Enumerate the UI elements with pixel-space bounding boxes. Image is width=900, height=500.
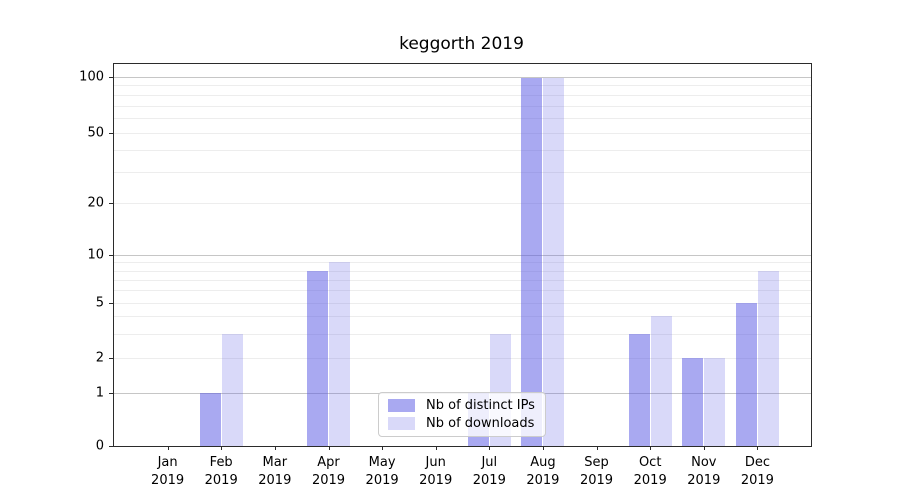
x-tick-label-may: May 2019 [365,455,399,488]
bar-oct-downloads [650,316,672,446]
legend-label-downloads: Nb of downloads [426,416,535,431]
y-tick-label-10: 10 [87,247,104,263]
x-tick-jan [167,446,169,450]
bar-nov-distinct-ips [682,358,704,446]
x-tick-sep [596,446,598,450]
bar-aug-distinct-ips [521,78,543,446]
x-tick-apr [328,446,330,450]
gridline-major-10 [114,255,811,256]
gridline-minor-60 [114,118,811,119]
x-tick-mar [274,446,276,450]
x-tick-aug [542,446,544,450]
x-tick-dec [757,446,759,450]
chart-title: keggorth 2019 [399,34,524,54]
x-tick-may [382,446,384,450]
y-tick-label-100: 100 [79,69,104,85]
gridline-minor-5 [114,303,811,304]
y-tick-5 [109,303,114,304]
y-tick-label-0: 0 [95,438,104,454]
y-tick-2 [109,358,114,359]
gridline-minor-20 [114,203,811,204]
y-tick-label-2: 2 [95,350,104,366]
gridline-major-100 [114,76,811,78]
x-tick-label-apr: Apr 2019 [311,455,346,488]
y-tick-10 [109,255,114,256]
gridline-minor-2 [114,358,811,359]
x-tick-label-nov: Nov 2019 [687,455,721,488]
bar-feb-distinct-ips [199,392,221,446]
gridline-minor-6 [114,290,811,292]
bar-apr-distinct-ips [307,270,328,446]
legend-swatch-downloads [388,417,415,430]
gridline-minor-8 [114,270,811,272]
x-tick-label-mar: Mar 2019 [258,455,292,488]
bar-dec-distinct-ips [735,303,757,446]
x-tick-jun [435,446,437,450]
gridline-minor-80 [114,94,811,96]
x-tick-label-feb: Feb 2019 [204,455,238,488]
gridline-minor-9 [114,262,811,264]
gridline-minor-90 [114,85,811,87]
gridline-minor-70 [114,105,811,107]
x-tick-label-jul: Jul 2019 [472,455,506,488]
legend-item-downloads: Nb of downloads [388,417,535,430]
bar-aug-downloads [543,78,565,446]
legend-label-distinct-ips: Nb of distinct IPs [426,398,535,413]
y-tick-1 [109,392,114,394]
plot-area: Nb of distinct IPs Nb of downloads 0 1 2 5 1… [79,63,812,488]
gridline-minor-7 [114,279,811,281]
bar-apr-downloads [329,262,350,446]
y-tick-100 [109,76,114,78]
x-tick-jul [489,446,491,450]
y-tick-label-50: 50 [87,125,104,141]
gridline-minor-4 [114,316,811,318]
bar-oct-distinct-ips [628,333,650,446]
x-tick-label-dec: Dec 2019 [740,455,774,488]
x-tick-oct [650,446,652,450]
legend: Nb of distinct IPs Nb of downloads [378,392,546,437]
gridline-minor-30 [114,171,811,173]
x-tick-label-jan: Jan 2019 [151,455,185,488]
y-tick-label-20: 20 [87,195,104,211]
legend-swatch-distinct-ips [388,399,415,412]
x-tick-label-jun: Jun 2019 [419,455,453,488]
legend-item-distinct-ips: Nb of distinct IPs [388,399,535,412]
gridline-minor-40 [114,149,811,151]
gridline-minor-50 [114,132,811,134]
bar-dec-downloads [757,270,779,446]
x-tick-nov [703,446,705,450]
y-tick-50 [109,132,114,134]
y-tick-label-5: 5 [95,295,104,311]
bar-nov-downloads [704,358,726,446]
y-tick-0 [109,446,114,447]
x-tick-label-aug: Aug 2019 [526,455,560,488]
bar-feb-downloads [221,333,243,446]
x-tick-label-sep: Sep 2019 [579,455,614,488]
y-tick-20 [109,203,114,204]
x-tick-label-oct: Oct 2019 [633,455,667,488]
gridline-minor-3 [114,333,811,335]
x-tick-feb [221,446,223,450]
y-tick-label-1: 1 [95,385,104,401]
